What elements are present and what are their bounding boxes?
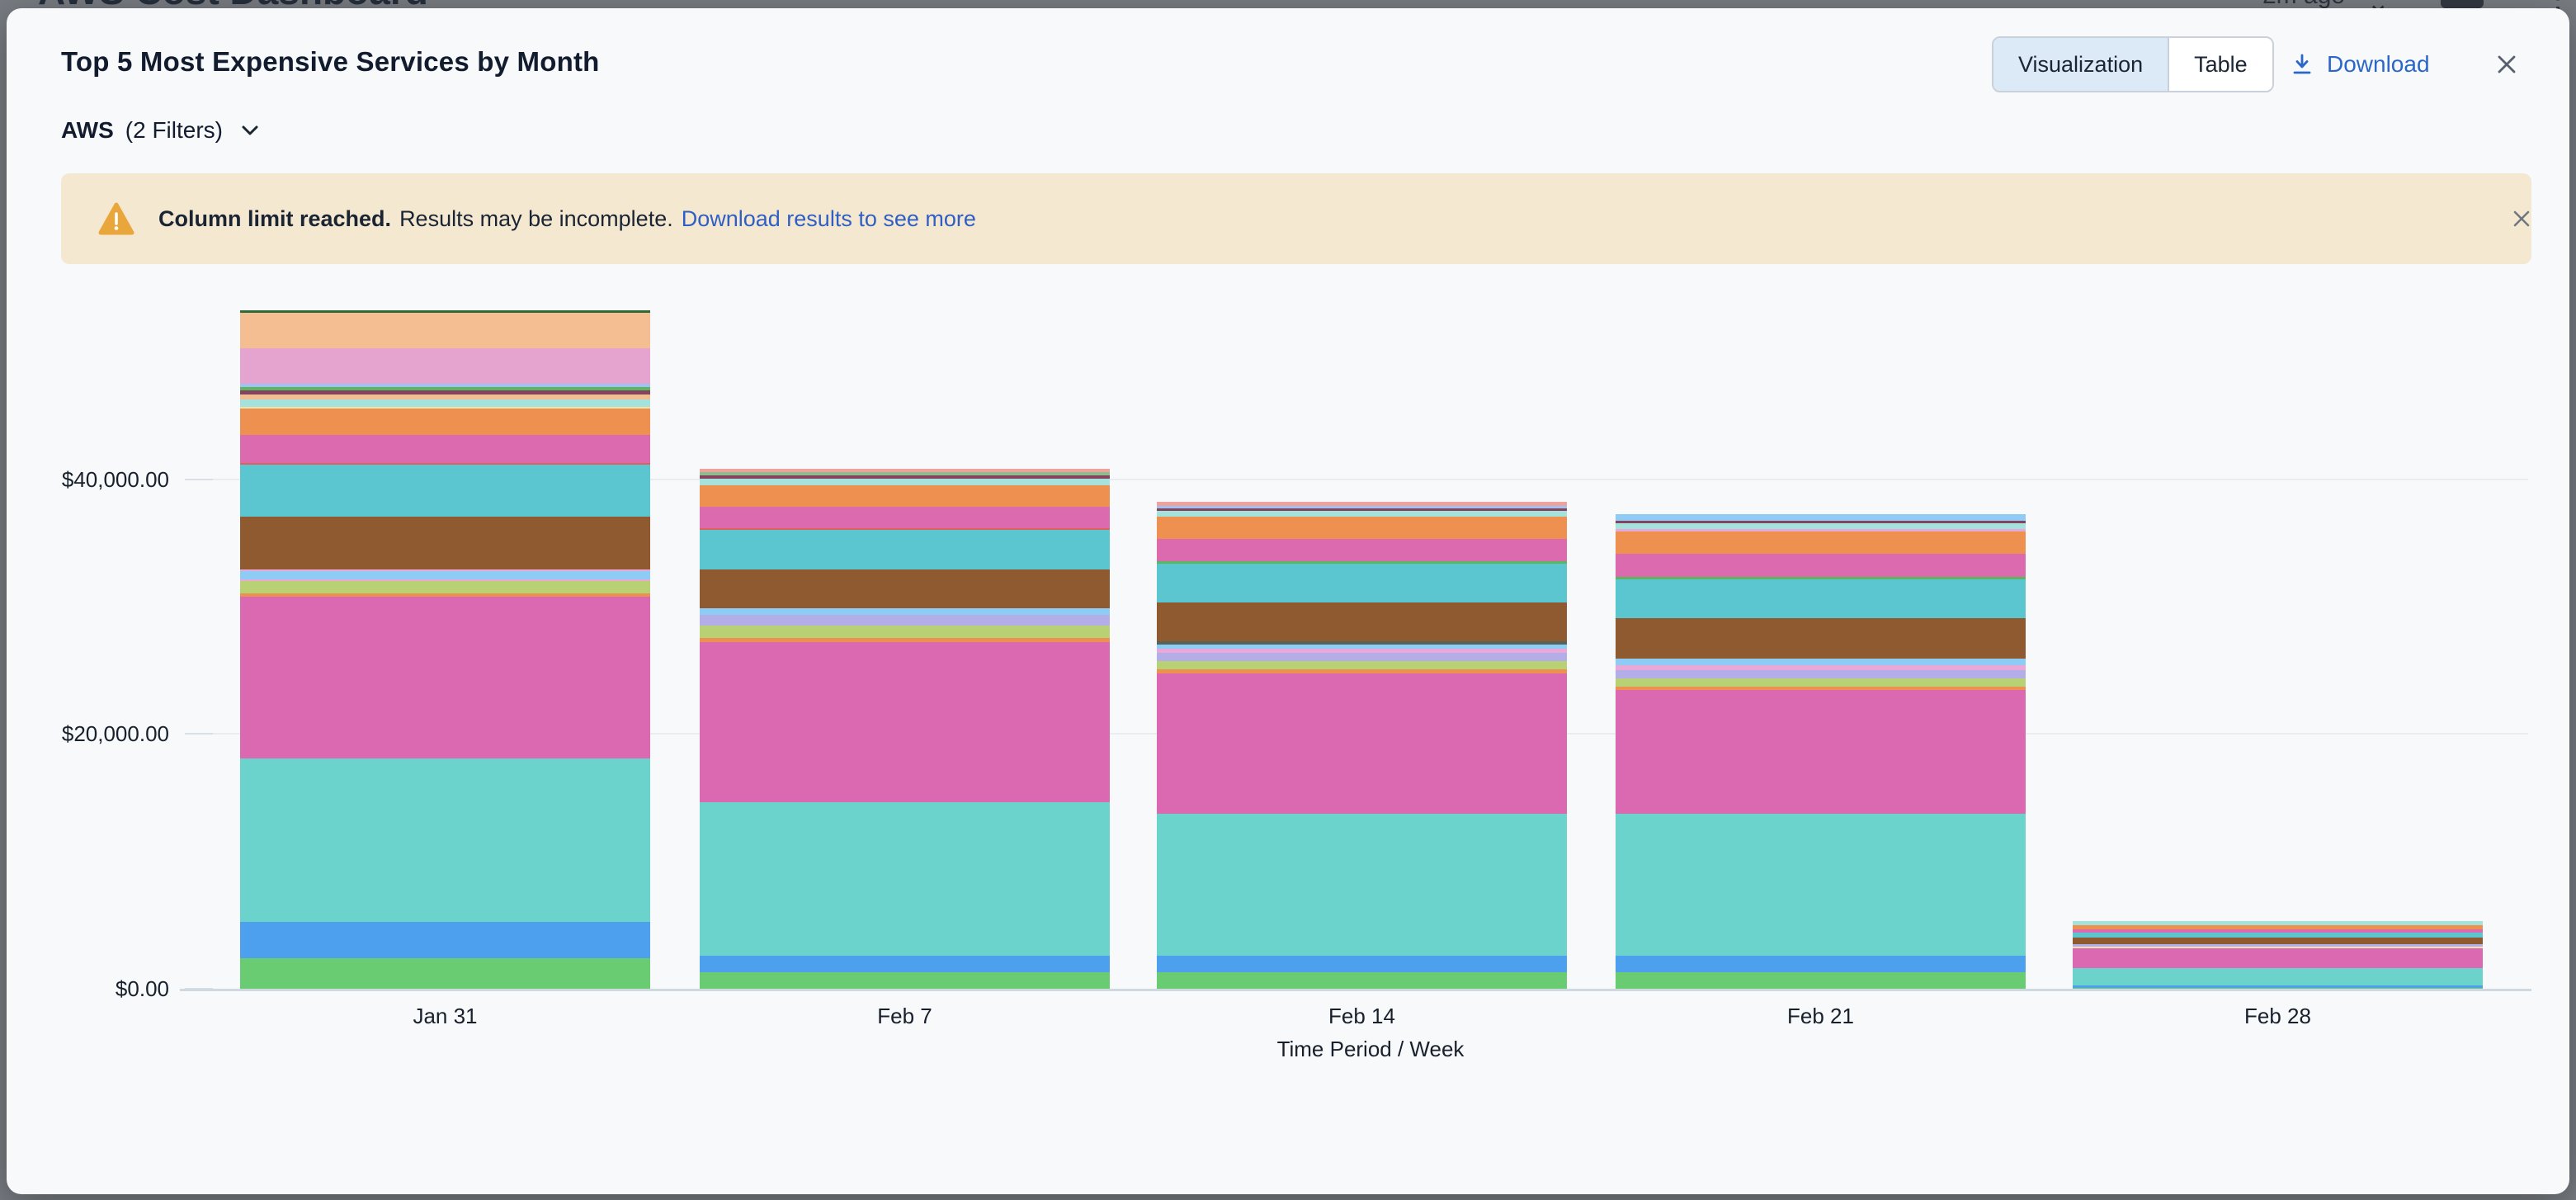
x-axis-label: Feb 14 xyxy=(1263,1004,1461,1029)
y-axis-tick xyxy=(185,733,213,735)
bar-segment[interactable] xyxy=(240,399,650,407)
bar-segment[interactable] xyxy=(1616,972,2026,989)
bar-segment[interactable] xyxy=(700,479,1110,485)
chevron-down-icon xyxy=(239,123,261,138)
bar-segment[interactable] xyxy=(240,581,650,593)
download-results-link[interactable]: Download results to see more xyxy=(682,206,976,232)
download-label: Download xyxy=(2327,51,2430,78)
bar-segment[interactable] xyxy=(1157,511,1567,517)
bar-feb-21[interactable] xyxy=(1616,514,2026,989)
bar-segment[interactable] xyxy=(240,348,650,384)
bar-segment[interactable] xyxy=(700,615,1110,626)
bar-segment[interactable] xyxy=(240,597,650,758)
bar-segment[interactable] xyxy=(1157,517,1567,539)
bar-segment[interactable] xyxy=(1616,579,2026,618)
warning-icon xyxy=(97,201,135,241)
bar-segment[interactable] xyxy=(1157,972,1567,989)
y-axis-tick xyxy=(185,479,213,480)
warning-message-bold: Column limit reached. xyxy=(158,206,391,232)
x-axis-label: Jan 31 xyxy=(347,1004,545,1029)
bar-segment[interactable] xyxy=(1157,539,1567,561)
bar-segment[interactable] xyxy=(240,571,650,579)
close-modal-button[interactable] xyxy=(2487,45,2526,84)
y-axis-tick xyxy=(185,988,213,990)
bar-segment[interactable] xyxy=(1157,602,1567,641)
bar-segment[interactable] xyxy=(240,435,650,463)
bar-segment[interactable] xyxy=(240,313,650,348)
x-axis-label: Feb 7 xyxy=(806,1004,1004,1029)
bar-segment[interactable] xyxy=(1157,661,1567,669)
bar-segment[interactable] xyxy=(1616,618,2026,659)
bar-segment[interactable] xyxy=(240,922,650,958)
filter-count-label: (2 Filters) xyxy=(125,117,223,144)
y-axis-label: $0.00 xyxy=(7,976,169,1002)
view-toggle: Visualization Table xyxy=(1992,36,2274,92)
bar-segment[interactable] xyxy=(1157,814,1567,956)
bar-feb-28[interactable] xyxy=(2073,921,2483,989)
warning-message-text: Results may be incomplete. xyxy=(399,206,673,232)
filter-dropdown[interactable]: AWS (2 Filters) xyxy=(61,117,261,144)
bar-segment[interactable] xyxy=(700,569,1110,608)
bar-segment[interactable] xyxy=(1616,670,2026,678)
bar-segment[interactable] xyxy=(700,626,1110,638)
bar-segment[interactable] xyxy=(1157,673,1567,814)
bar-segment[interactable] xyxy=(240,465,650,517)
x-axis-title: Time Period / Week xyxy=(1123,1037,1618,1062)
bar-segment[interactable] xyxy=(700,802,1110,956)
bar-segment[interactable] xyxy=(700,956,1110,972)
x-axis-label: Feb 28 xyxy=(2179,1004,2377,1029)
bar-segment[interactable] xyxy=(2073,988,2483,989)
warning-banner: Column limit reached. Results may be inc… xyxy=(61,173,2531,264)
page-title: Top 5 Most Expensive Services by Month xyxy=(61,46,600,78)
x-axis-line xyxy=(180,989,2531,991)
bar-segment[interactable] xyxy=(1616,659,2026,665)
bar-segment[interactable] xyxy=(1157,956,1567,972)
bar-segment[interactable] xyxy=(1616,690,2026,814)
dismiss-banner-button[interactable] xyxy=(2502,199,2541,239)
bar-segment[interactable] xyxy=(1157,653,1567,661)
bar-segment[interactable] xyxy=(1616,956,2026,972)
bar-segment[interactable] xyxy=(240,758,650,922)
bar-segment[interactable] xyxy=(1616,678,2026,687)
bar-segment[interactable] xyxy=(2073,968,2483,985)
bar-segment[interactable] xyxy=(2073,948,2483,968)
tab-table[interactable]: Table xyxy=(2168,38,2272,91)
bar-segment[interactable] xyxy=(700,507,1110,528)
bar-segment[interactable] xyxy=(2073,938,2483,944)
bar-jan-31[interactable] xyxy=(240,309,650,989)
download-button[interactable]: Download xyxy=(2289,36,2430,92)
filter-scope-label: AWS xyxy=(61,117,114,144)
tab-visualization[interactable]: Visualization xyxy=(1993,38,2168,91)
y-axis-label: $20,000.00 xyxy=(7,721,169,747)
x-axis-label: Feb 21 xyxy=(1722,1004,1920,1029)
bar-segment[interactable] xyxy=(700,485,1110,507)
bar-segment[interactable] xyxy=(240,958,650,989)
bar-feb-7[interactable] xyxy=(700,468,1110,989)
bar-segment[interactable] xyxy=(240,517,650,569)
background-dark-button xyxy=(2441,0,2484,8)
bar-segment[interactable] xyxy=(700,530,1110,569)
bar-segment[interactable] xyxy=(1616,554,2026,577)
y-axis-label: $40,000.00 xyxy=(7,467,169,493)
bar-segment[interactable] xyxy=(700,972,1110,989)
bar-segment[interactable] xyxy=(700,642,1110,802)
bar-segment[interactable] xyxy=(1616,531,2026,554)
bar-segment[interactable] xyxy=(1616,814,2026,956)
bar-segment[interactable] xyxy=(240,409,650,435)
bar-segment[interactable] xyxy=(1616,523,2026,529)
bar-segment[interactable] xyxy=(1616,514,2026,521)
bar-feb-14[interactable] xyxy=(1157,502,1567,989)
chart-modal-card: Top 5 Most Expensive Services by Month V… xyxy=(7,8,2569,1194)
bar-segment[interactable] xyxy=(1157,564,1567,602)
warning-message: Column limit reached. Results may be inc… xyxy=(158,173,976,264)
download-icon xyxy=(2289,51,2315,78)
bar-segment[interactable] xyxy=(700,608,1110,615)
